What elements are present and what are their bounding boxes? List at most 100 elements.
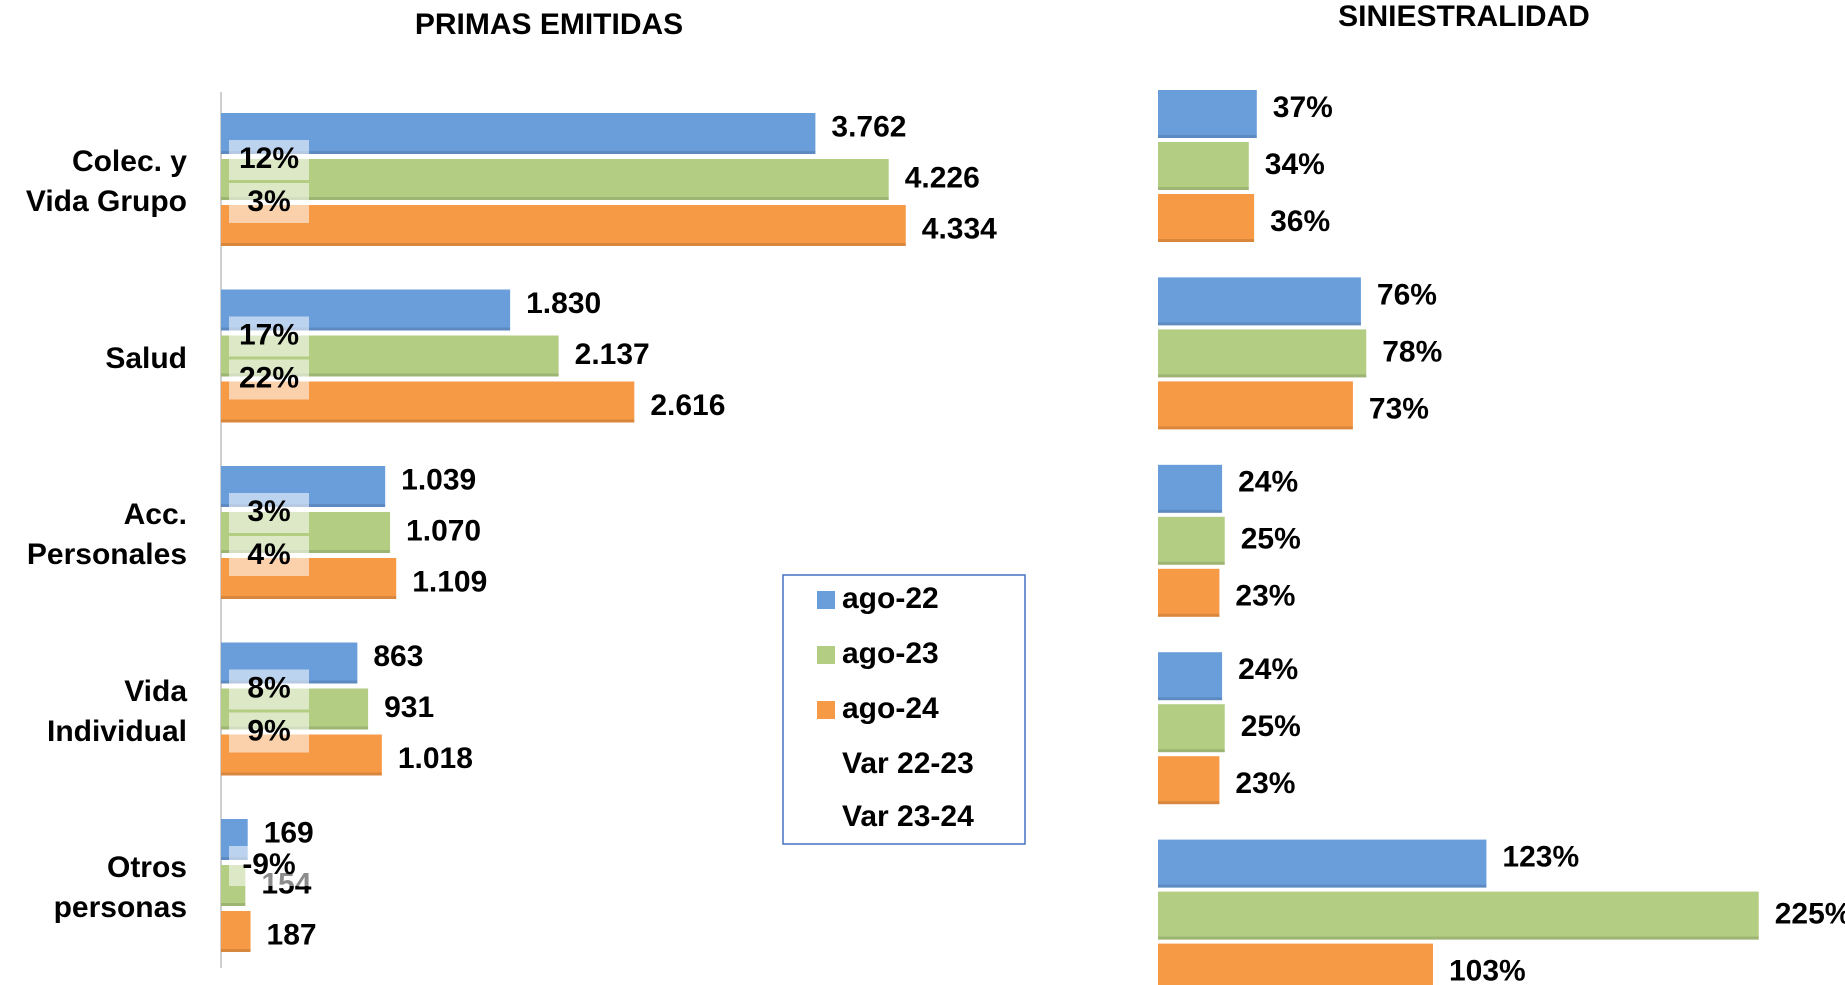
bar bbox=[1158, 329, 1367, 378]
bar-shadow bbox=[1158, 801, 1220, 805]
legend-swatch bbox=[817, 701, 835, 719]
variation-box bbox=[229, 493, 309, 533]
data-label: 169 bbox=[264, 816, 314, 849]
bar-shadow bbox=[1158, 187, 1249, 190]
variation-box bbox=[229, 183, 309, 223]
data-label: 24% bbox=[1238, 466, 1298, 499]
variation-label: 3% bbox=[247, 495, 290, 528]
chart-title: PRIMAS EMITIDAS bbox=[415, 8, 683, 41]
data-label: 24% bbox=[1238, 653, 1298, 686]
variation-box bbox=[229, 316, 309, 357]
variation-box bbox=[229, 536, 309, 576]
data-label: 1.830 bbox=[526, 287, 601, 320]
bar-shadow bbox=[221, 327, 511, 331]
data-label: 36% bbox=[1270, 205, 1330, 238]
category-label: Salud bbox=[105, 341, 187, 375]
variation-label: 22% bbox=[239, 361, 299, 394]
bar bbox=[1158, 516, 1225, 565]
bar bbox=[1158, 839, 1487, 888]
variation-label: 8% bbox=[247, 671, 290, 704]
variation-label: -9% bbox=[242, 848, 295, 881]
variation-box bbox=[229, 846, 309, 886]
data-label: 4.226 bbox=[905, 161, 980, 194]
data-label: 225% bbox=[1775, 898, 1845, 931]
category-label: Acc. Personales bbox=[26, 498, 187, 571]
bar bbox=[1158, 568, 1220, 617]
data-label: 2.616 bbox=[650, 389, 725, 422]
variation-box bbox=[229, 140, 309, 180]
bar-shadow bbox=[1158, 697, 1223, 701]
bar-shadow bbox=[1158, 561, 1225, 565]
bar-shadow bbox=[221, 419, 635, 423]
bar-shadow bbox=[1158, 509, 1223, 513]
data-label: 23% bbox=[1235, 580, 1295, 613]
variation-label: 9% bbox=[247, 714, 290, 747]
bar bbox=[221, 205, 906, 246]
data-label: 1.039 bbox=[401, 463, 476, 496]
variation-label: 4% bbox=[247, 538, 290, 571]
bar bbox=[221, 113, 816, 154]
bar bbox=[1158, 381, 1353, 430]
bar bbox=[1158, 277, 1361, 326]
category-label: Vida Individual bbox=[46, 674, 187, 748]
bar-shadow bbox=[1158, 613, 1220, 617]
data-label: 37% bbox=[1273, 91, 1333, 124]
bar bbox=[1158, 142, 1249, 190]
variation-box bbox=[229, 669, 309, 710]
bar bbox=[1158, 90, 1257, 138]
bar-shadow bbox=[1158, 322, 1361, 326]
chart-title: SINIESTRALIDAD bbox=[1338, 0, 1590, 33]
data-label: 25% bbox=[1241, 523, 1301, 556]
data-label: 1.018 bbox=[398, 742, 473, 775]
bar-shadow bbox=[1158, 884, 1487, 888]
legend-label: Var 23-24 bbox=[842, 800, 974, 833]
data-label: 3.762 bbox=[831, 110, 906, 143]
bar-shadow bbox=[221, 903, 246, 906]
legend-swatch bbox=[817, 646, 835, 664]
legend-label: Var 22-23 bbox=[842, 747, 974, 780]
bar-shadow bbox=[221, 596, 397, 599]
data-label: 863 bbox=[373, 640, 423, 673]
bar bbox=[1158, 652, 1223, 701]
variation-box bbox=[229, 712, 309, 753]
data-label: 25% bbox=[1241, 710, 1301, 743]
data-label: 76% bbox=[1377, 278, 1437, 311]
data-label: 4.334 bbox=[922, 212, 997, 245]
bar bbox=[1158, 943, 1434, 985]
legend-label: ago-22 bbox=[842, 582, 939, 615]
bar bbox=[1158, 756, 1220, 805]
bar bbox=[221, 911, 251, 952]
bar-shadow bbox=[1158, 135, 1257, 138]
legend-swatch bbox=[817, 591, 835, 609]
bar-shadow bbox=[221, 243, 906, 246]
variation-label: 17% bbox=[239, 318, 299, 351]
bar bbox=[221, 159, 889, 200]
bar-shadow bbox=[221, 373, 559, 377]
data-label: 1.070 bbox=[406, 514, 481, 547]
data-label: 73% bbox=[1369, 392, 1429, 425]
bar bbox=[1158, 704, 1225, 753]
data-label: 23% bbox=[1235, 767, 1295, 800]
legend-label: ago-23 bbox=[842, 637, 939, 670]
category-label: Colec. y Vida Grupo bbox=[25, 145, 187, 218]
bar bbox=[1158, 891, 1759, 940]
bar-shadow bbox=[221, 949, 251, 952]
variation-label: 3% bbox=[247, 185, 290, 218]
data-label: 1.109 bbox=[412, 565, 487, 598]
legend-label: ago-24 bbox=[842, 692, 939, 725]
data-label: 2.137 bbox=[575, 338, 650, 371]
bar-shadow bbox=[221, 151, 816, 154]
data-label: 78% bbox=[1382, 335, 1442, 368]
data-label: 34% bbox=[1265, 148, 1325, 181]
bar bbox=[1158, 464, 1223, 513]
bar bbox=[1158, 194, 1255, 242]
data-label: 123% bbox=[1502, 841, 1579, 874]
variation-label: 12% bbox=[239, 142, 299, 175]
bar-shadow bbox=[1158, 936, 1759, 940]
bar-shadow bbox=[1158, 426, 1353, 430]
bar-shadow bbox=[1158, 749, 1225, 753]
data-label: 931 bbox=[384, 691, 434, 724]
bar-shadow bbox=[221, 772, 382, 776]
